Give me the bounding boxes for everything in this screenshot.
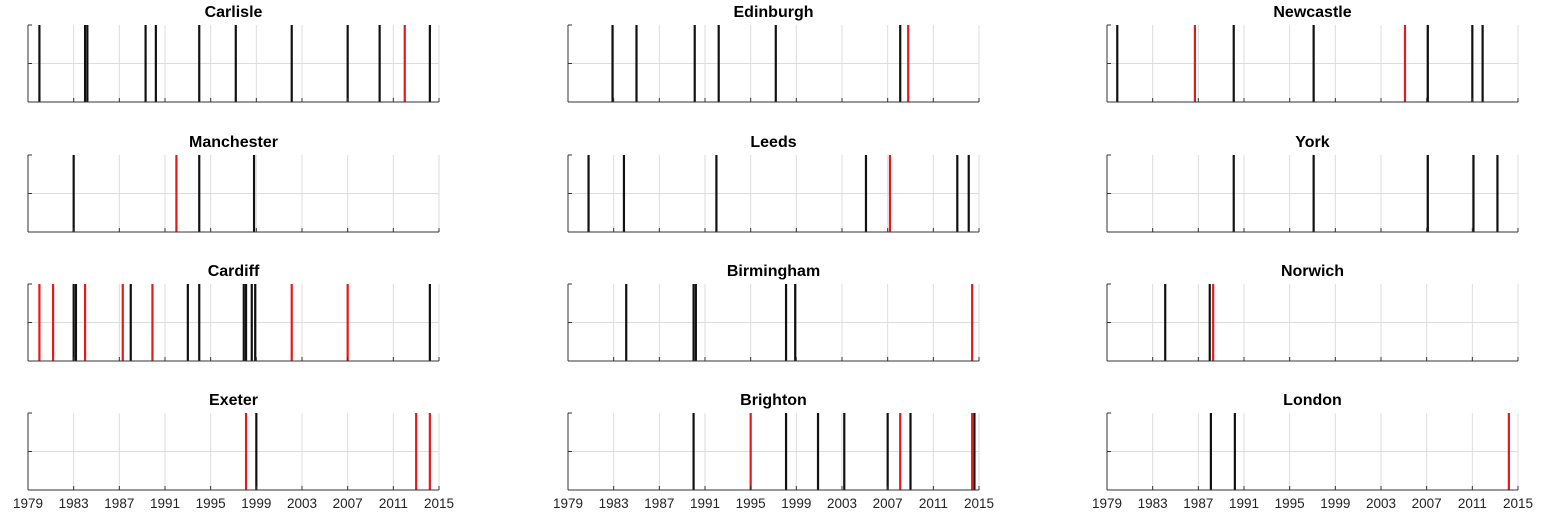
x-tick-label: 2015: [424, 496, 454, 511]
panel-title: Newcastle: [1273, 4, 1351, 21]
x-tick-label: 1983: [599, 496, 629, 511]
x-tick-label: 1991: [690, 496, 720, 511]
x-tick-label: 1979: [553, 496, 583, 511]
x-tick-label: 2003: [827, 496, 857, 511]
panel-title: Edinburgh: [734, 4, 814, 21]
panel-title: Exeter: [209, 392, 258, 409]
x-tick-label: 1987: [644, 496, 674, 511]
x-tick-label: 1999: [241, 496, 271, 511]
panel-title: Norwich: [1281, 263, 1344, 280]
x-tick-label: 2015: [1503, 496, 1533, 511]
x-tick-label: 2011: [379, 496, 408, 511]
panel-london: London 1979 1983 1987 1991 1995 1999 2003 2007 20…: [1092, 392, 1533, 511]
panel-newcastle: Newcastle: [1106, 4, 1519, 103]
x-tick-label: 1999: [781, 496, 811, 511]
panel-title: Brighton: [740, 392, 807, 409]
panel-title: York: [1295, 134, 1329, 151]
x-tick-label: 1983: [1138, 496, 1168, 511]
x-tick-label: 1995: [196, 496, 226, 511]
x-tick-label: 2003: [287, 496, 317, 511]
x-tick-label: 1983: [59, 496, 89, 511]
panel-norwich: Norwich: [1106, 263, 1519, 362]
panel-leeds: Leeds: [567, 134, 980, 233]
x-tick-label: 1987: [104, 496, 134, 511]
x-tick-label: 2007: [1412, 496, 1442, 511]
panel-edinburgh: Edinburgh: [567, 4, 980, 103]
x-tick-label: 1991: [150, 496, 180, 511]
panel-title: London: [1283, 392, 1342, 409]
panel-manchester: Manchester: [27, 134, 440, 233]
panel-brighton: Brighton 1979 1983 1987 1991 1995 1999 2003 2007…: [553, 392, 994, 511]
x-tick-label: 1991: [1229, 496, 1259, 511]
panel-title: Birmingham: [727, 263, 820, 280]
x-tick-label: 1987: [1183, 496, 1213, 511]
panel-title: Manchester: [189, 134, 278, 151]
x-tick-label: 2007: [873, 496, 903, 511]
x-tick-label: 2011: [1458, 496, 1487, 511]
x-tick-label: 1995: [736, 496, 766, 511]
panel-birmingham: Birmingham: [567, 263, 980, 362]
panel-title: Carlisle: [205, 4, 263, 21]
panel-title: Cardiff: [208, 263, 260, 280]
panel-exeter: Exeter 1979 1983 1987 1991 1995 1999 2003 2007 20…: [13, 392, 454, 511]
panel-title: Leeds: [750, 134, 796, 151]
x-tick-label: 1979: [1092, 496, 1122, 511]
x-tick-label: 2007: [333, 496, 363, 511]
x-tick-label: 1995: [1275, 496, 1305, 511]
x-tick-label: 1999: [1320, 496, 1350, 511]
x-tick-label: 2015: [964, 496, 994, 511]
x-tick-label: 1979: [13, 496, 43, 511]
x-tick-label: 2011: [919, 496, 948, 511]
x-tick-label: 2003: [1366, 496, 1396, 511]
panel-york: York: [1106, 134, 1519, 233]
panel-carlisle: Carlisle: [27, 4, 440, 103]
panel-cardiff: Cardiff: [27, 263, 440, 362]
